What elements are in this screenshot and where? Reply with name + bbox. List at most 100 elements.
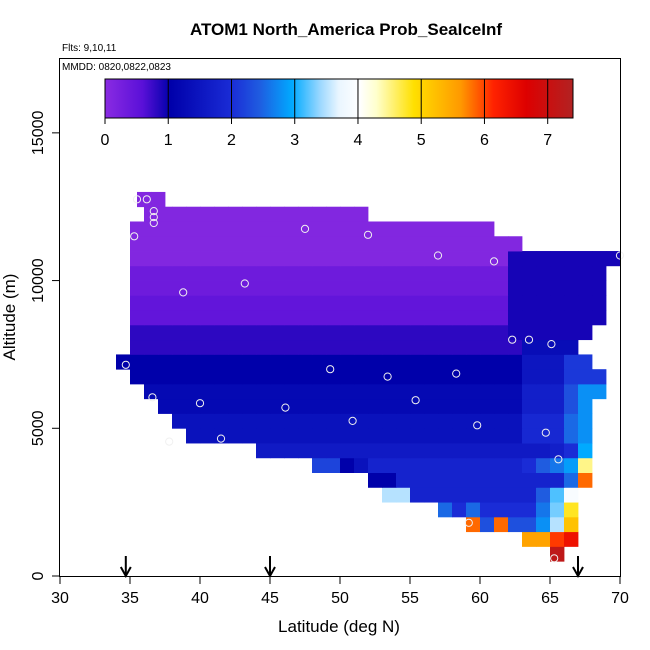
heat-cell: [298, 398, 313, 414]
heat-cell: [410, 398, 425, 414]
heat-cell: [200, 354, 215, 370]
heat-cell: [480, 295, 495, 311]
heat-cell: [200, 280, 215, 296]
heat-cell: [564, 413, 579, 429]
heat-cell: [200, 383, 215, 400]
heat-cell: [270, 280, 285, 296]
heat-cell: [480, 457, 495, 473]
heat-cell: [270, 221, 285, 237]
colorbar-tick-label: 1: [164, 132, 173, 149]
heat-cell: [466, 443, 481, 459]
heat-cell: [172, 369, 187, 385]
heat-cell: [130, 324, 145, 341]
heat-cell: [508, 369, 523, 385]
heat-cell: [466, 251, 481, 267]
heat-cell: [592, 295, 607, 311]
heat-cell: [340, 413, 355, 429]
heat-cell: [326, 339, 341, 355]
heat-cell: [494, 413, 509, 429]
heat-cell: [340, 206, 355, 222]
heat-cell: [214, 354, 229, 370]
heat-cell: [480, 472, 495, 488]
heat-cell: [354, 339, 369, 355]
heat-cell: [438, 413, 453, 429]
heat-cell: [354, 295, 369, 311]
heat-cell: [424, 428, 439, 444]
heat-cell: [368, 428, 383, 444]
heat-cell: [466, 457, 481, 473]
heat-cell: [172, 413, 187, 429]
heat-cell: [424, 324, 439, 341]
heat-cell: [186, 413, 201, 429]
heat-cell: [410, 354, 425, 370]
heat-cell: [508, 295, 523, 311]
heat-cell: [256, 280, 271, 296]
heat-cell: [284, 369, 299, 385]
heat-cell: [382, 221, 397, 237]
plot-frame: [59, 58, 621, 577]
heat-cell: [522, 310, 537, 326]
heat-cell: [424, 265, 439, 281]
heat-cell: [200, 413, 215, 429]
heat-cell: [172, 221, 187, 237]
heat-cell: [312, 280, 327, 296]
heat-cell: [354, 221, 369, 237]
heat-cell: [312, 236, 327, 252]
heat-cell: [368, 369, 383, 385]
heat-cell: [326, 457, 341, 473]
heat-cell: [354, 265, 369, 281]
heat-cell: [214, 369, 229, 385]
heat-cell: [270, 413, 285, 429]
heat-cell: [298, 265, 313, 281]
heat-cell: [242, 251, 257, 267]
heat-cell: [382, 251, 397, 267]
heat-cell: [508, 280, 523, 296]
heat-cell: [368, 383, 383, 400]
colorbar-tick-label: 7: [543, 132, 552, 149]
heat-cell: [452, 369, 467, 385]
heat-cell: [508, 265, 523, 281]
sample-point: [473, 421, 482, 430]
heat-cell: [424, 280, 439, 296]
heat-cell: [494, 295, 509, 311]
sample-point: [464, 518, 473, 527]
heat-cell: [452, 428, 467, 444]
heat-cell: [284, 206, 299, 222]
heat-cell: [228, 413, 243, 429]
heat-cell: [438, 236, 453, 252]
heat-cell: [564, 383, 579, 400]
heat-cell: [536, 383, 551, 400]
heat-cell: [158, 221, 173, 237]
heat-cell: [382, 310, 397, 326]
sample-point: [132, 195, 142, 204]
heat-cell: [340, 398, 355, 414]
heat-cell: [536, 310, 551, 326]
sample-point: [130, 232, 139, 241]
heat-cell: [466, 413, 481, 429]
heat-cell: [508, 383, 523, 400]
sample-point: [149, 218, 158, 228]
heat-cell: [130, 280, 145, 296]
heat-cell: [368, 236, 383, 252]
heat-cell: [144, 265, 159, 281]
heat-cell: [522, 354, 537, 370]
heat-cell: [256, 236, 271, 252]
heat-cell: [508, 443, 523, 459]
heat-cell: [186, 369, 201, 385]
heat-cell: [354, 398, 369, 414]
heat-cell: [564, 280, 579, 296]
heat-cell: [256, 428, 271, 444]
heat-cell: [480, 443, 495, 459]
heat-cell: [270, 251, 285, 267]
heat-cell: [452, 457, 467, 473]
heat-cell: [228, 206, 243, 222]
heat-cell: [214, 280, 229, 296]
heat-cell: [298, 369, 313, 385]
heat-cell: [242, 221, 257, 237]
heat-cell: [536, 531, 551, 547]
heat-cell: [424, 354, 439, 370]
heat-cell: [424, 236, 439, 252]
heat-cell: [270, 398, 285, 414]
heat-cell: [340, 383, 355, 400]
